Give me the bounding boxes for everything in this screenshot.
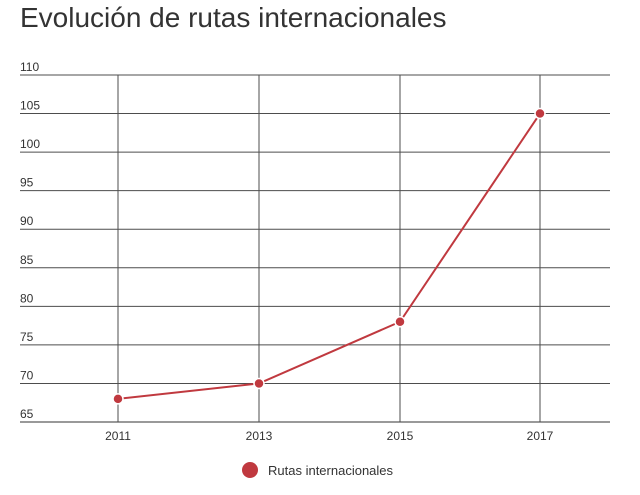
series-layer bbox=[112, 107, 546, 405]
data-point bbox=[394, 316, 406, 328]
y-axis-ticks: 110 105 100 95 90 85 80 75 70 65 bbox=[20, 60, 40, 421]
data-point bbox=[253, 377, 265, 390]
y-tick-label: 75 bbox=[20, 330, 34, 344]
x-tick-label: 2013 bbox=[246, 429, 273, 443]
y-tick-label: 110 bbox=[20, 60, 39, 74]
gridlines bbox=[20, 74, 610, 423]
y-tick-label: 65 bbox=[20, 407, 34, 421]
y-tick-label: 100 bbox=[20, 137, 40, 151]
y-tick-label: 105 bbox=[20, 99, 40, 113]
y-tick-label: 70 bbox=[20, 368, 34, 382]
legend: Rutas internacionales bbox=[242, 462, 393, 478]
y-tick-label: 95 bbox=[20, 176, 34, 190]
x-axis-ticks: 2011 2013 2015 2017 bbox=[105, 429, 554, 443]
series-line bbox=[117, 112, 541, 400]
legend-marker-icon bbox=[242, 462, 258, 478]
legend-label: Rutas internacionales bbox=[268, 462, 394, 478]
data-point bbox=[534, 107, 546, 120]
data-point bbox=[112, 393, 124, 405]
chart-title: Evolución de rutas internacionales bbox=[20, 2, 447, 33]
y-tick-label: 85 bbox=[20, 253, 34, 267]
x-tick-label: 2015 bbox=[387, 429, 414, 443]
x-tick-label: 2011 bbox=[105, 429, 131, 443]
x-tick-label: 2017 bbox=[527, 429, 554, 443]
y-tick-label: 80 bbox=[20, 291, 34, 305]
y-tick-label: 90 bbox=[20, 214, 34, 228]
